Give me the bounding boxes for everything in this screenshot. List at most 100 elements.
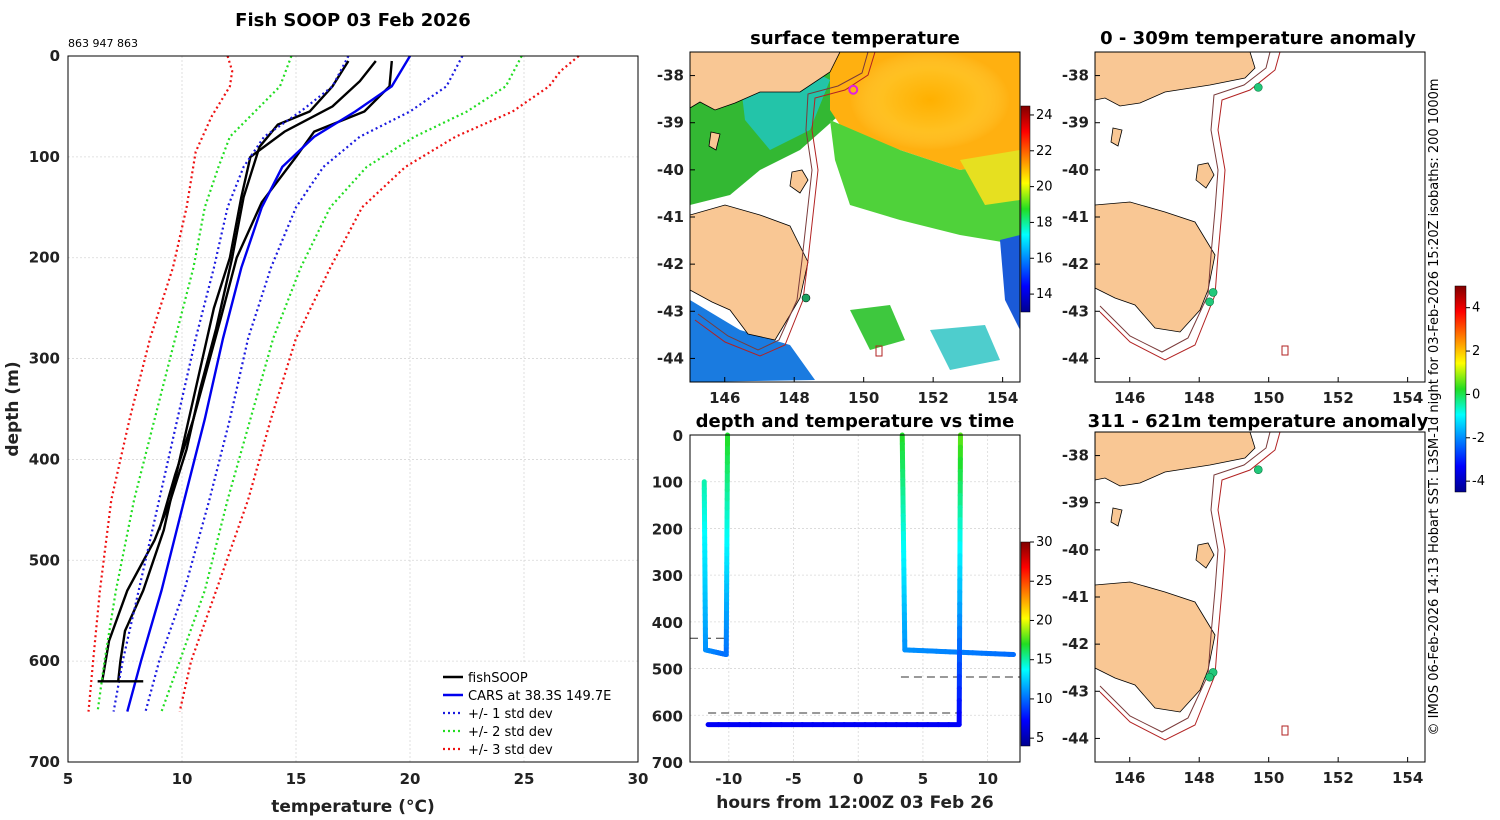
time-colorbar-ticks: 5 10 15 20 25 30 xyxy=(1030,535,1053,746)
sst-isobath-seamount xyxy=(875,345,883,357)
anomaly-deep-ticks: 146 148 150 152 154 -38 -39 -40 -41 -42 -43 -44 xyxy=(1062,447,1423,787)
anomaly-shallow-isobath-1000 xyxy=(1099,52,1281,361)
profile-xlabel-text: temperature xyxy=(271,797,392,817)
profile-ytick-label: 400 xyxy=(29,450,60,468)
time-frame xyxy=(689,434,1021,763)
anomaly-shallow-xtick-label: 152 xyxy=(1323,389,1354,407)
anomaly-shallow-point xyxy=(1253,83,1263,92)
anomaly-deep-point xyxy=(1205,672,1214,682)
sst-colorbar-ticks: 14 16 18 20 22 24 xyxy=(1030,108,1053,302)
profile-frame xyxy=(67,55,639,763)
anomaly-shallow-ytick-label: -38 xyxy=(1062,67,1089,85)
sst-green-band xyxy=(830,120,1020,245)
sst-colorbar-label: 24 xyxy=(1036,108,1053,123)
profile-series-line xyxy=(101,60,350,682)
profile-panel: Fish SOOP 03 Feb 2026 863 947 863 5 10 15 2… xyxy=(3,10,648,817)
profile-series xyxy=(87,55,580,712)
anomaly-deep-ytick-label: -42 xyxy=(1062,635,1089,653)
anomaly-shallow-title: 0 - 309m temperature anomaly xyxy=(1100,28,1416,49)
anomaly-shallow-tasmania xyxy=(1095,201,1216,333)
sst-colorbar xyxy=(1020,105,1031,313)
sst-map-area xyxy=(690,52,1020,382)
anomaly-shallow-ticks: 146 148 150 152 154 -38 -39 -40 -41 -42 -43 -44 xyxy=(1062,67,1423,407)
profile-xtick-label: 10 xyxy=(172,770,193,788)
anomaly-deep-ytick-label: -39 xyxy=(1062,494,1089,512)
time-ytick-label: 500 xyxy=(652,661,683,679)
anomaly-deep-xtick-label: 146 xyxy=(1114,769,1145,787)
sst-cast-marker xyxy=(801,293,811,303)
profile-ytick-label: 0 xyxy=(50,47,60,65)
time-dashed-levels xyxy=(690,637,1020,714)
profile-ytick-label: 600 xyxy=(29,652,60,670)
anomaly-shallow-ytick-label: -40 xyxy=(1062,161,1089,179)
profile-legend: fishSOOP CARS at 38.3S 149.7E +/- 1 std de… xyxy=(437,663,632,758)
time-panel: depth and temperature vs time -10 -5 0 5 100… xyxy=(652,411,1053,813)
time-ytick-label: 600 xyxy=(652,707,683,725)
sst-colorbar-label: 20 xyxy=(1036,180,1053,195)
sst-map-xtick-label: 148 xyxy=(779,389,810,407)
sst-small-patch xyxy=(850,305,905,350)
profile-ytick-label: 100 xyxy=(29,148,60,166)
anomaly-deep-ytick-label: -43 xyxy=(1062,682,1089,700)
time-xtick-label: 5 xyxy=(918,770,928,788)
legend-label: fishSOOP xyxy=(468,671,528,686)
legend-label: +/- 1 std dev xyxy=(468,707,553,722)
anomaly-colorbar-ticks: 4 2 0 -2 -4 xyxy=(1466,301,1485,489)
profile-title: Fish SOOP 03 Feb 2026 xyxy=(235,10,471,31)
anomaly-shallow-map xyxy=(1095,52,1425,382)
anomaly-shallow-ytick-label: -44 xyxy=(1062,349,1089,367)
anomaly-deep-ytick-label: -38 xyxy=(1062,447,1089,465)
sst-map-xtick-label: 154 xyxy=(987,389,1018,407)
sst-map-xtick-label: 152 xyxy=(918,389,949,407)
profile-xtick-label: 25 xyxy=(514,770,535,788)
sst-flinders-island xyxy=(789,169,809,194)
anomaly-deep-flinders xyxy=(1195,542,1215,569)
footer-credit: © IMOS 06-Feb-2026 14:13 Hobart SST: L3S… xyxy=(1427,78,1442,735)
sst-warm-eddy xyxy=(850,52,1010,150)
profile-series-line xyxy=(144,55,464,712)
legend-label: +/- 3 std dev xyxy=(468,743,553,758)
anomaly-shallow-xtick-label: 148 xyxy=(1184,389,1215,407)
time-colorbar-label: 25 xyxy=(1036,574,1053,589)
time-colorbar-label: 10 xyxy=(1036,692,1053,707)
time-colorbar-label: 15 xyxy=(1036,653,1053,668)
anomaly-shallow-ytick-label: -41 xyxy=(1062,208,1089,226)
profile-series-line xyxy=(160,55,523,712)
profile-ytick-label: 700 xyxy=(29,753,60,771)
time-ytick-label: 300 xyxy=(652,567,683,585)
time-ytick-label: 400 xyxy=(652,614,683,632)
anomaly-deep-isobath-1000 xyxy=(1099,432,1281,741)
anomaly-shallow-victoria xyxy=(1095,52,1256,107)
anomaly-shallow-isobath-200 xyxy=(1099,52,1271,353)
profile-xtick-label: 5 xyxy=(63,770,73,788)
anomaly-deep-points xyxy=(1205,465,1263,682)
sst-map-xtick-label: 150 xyxy=(848,389,879,407)
time-colorbar xyxy=(1020,541,1031,747)
anomaly-shallow-king-island xyxy=(1110,127,1123,147)
anomaly-deep-seamount xyxy=(1281,725,1289,736)
profile-ytick-label: 500 xyxy=(29,551,60,569)
sst-map-ytick-label: -40 xyxy=(657,161,684,179)
sst-map-ticks: 146 148 150 152 154 -38 -39 -40 -41 -42 -43 -44 xyxy=(657,67,1018,407)
time-xlabel: hours from 12:00Z 03 Feb 26 xyxy=(716,793,994,813)
sst-isobath-1000 xyxy=(694,52,876,357)
anomaly-deep-king-island xyxy=(1110,507,1123,527)
sst-location-marker xyxy=(848,84,859,95)
sst-south-blue xyxy=(690,300,815,382)
anomaly-colorbar-label: 0 xyxy=(1472,387,1480,402)
profile-xtick-label: 20 xyxy=(400,770,421,788)
sst-small-patch-2 xyxy=(930,325,1000,370)
anomaly-colorbar-label: 4 xyxy=(1472,301,1480,316)
profile-ytick-label: 300 xyxy=(29,350,60,368)
anomaly-shallow-ytick-label: -42 xyxy=(1062,255,1089,273)
anomaly-deep-xtick-label: 154 xyxy=(1392,769,1423,787)
anomaly-shallow-point xyxy=(1205,297,1214,307)
sst-map-xtick-label: 146 xyxy=(709,389,740,407)
anomaly-shallow-ytick-label: -43 xyxy=(1062,302,1089,320)
profile-xtick-label: 15 xyxy=(286,770,307,788)
profile-grid xyxy=(67,55,639,763)
time-colorbar-label: 5 xyxy=(1036,731,1044,746)
sst-colorbar-label: 14 xyxy=(1036,287,1053,302)
